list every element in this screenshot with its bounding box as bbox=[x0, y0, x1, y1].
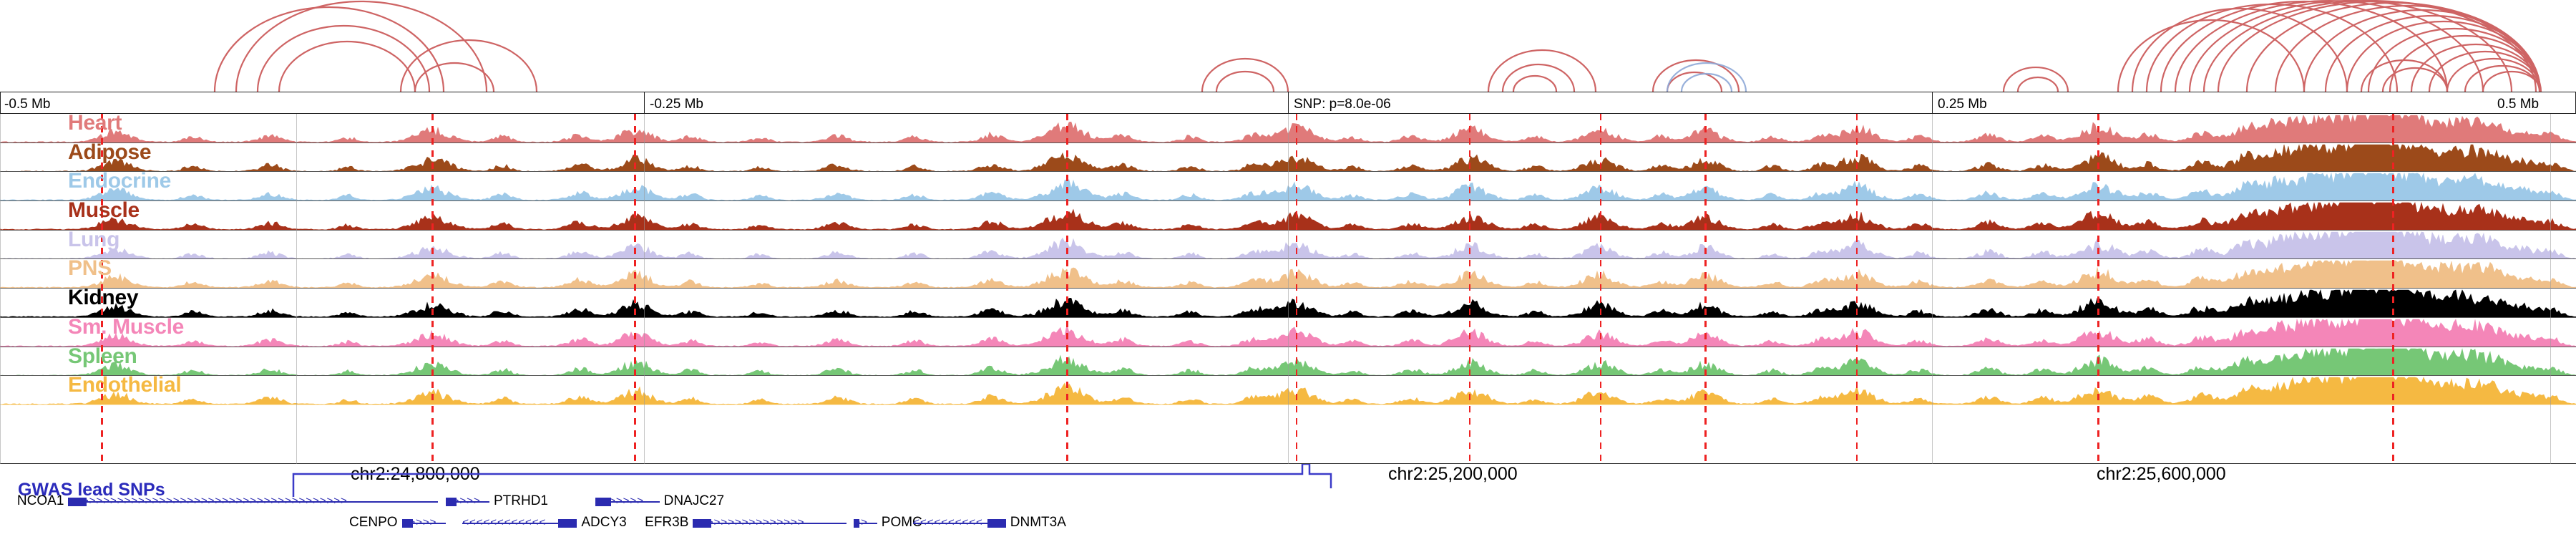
track-label: Muscle bbox=[68, 201, 140, 223]
gene-body bbox=[445, 501, 489, 503]
ruler-label-0: -0.5 Mb bbox=[4, 97, 51, 112]
track-label: PNS bbox=[68, 259, 112, 281]
signal-track-lung: Lung bbox=[0, 231, 2576, 260]
gwas-lead-snps-label: GWAS lead SNPs bbox=[18, 480, 165, 500]
track-label: Lung bbox=[68, 230, 120, 251]
gene-adcy3[interactable]: <<<<<<<<<<<< ADCY3 bbox=[462, 515, 627, 530]
gene-label: PTRHD1 bbox=[493, 493, 548, 508]
signal-track-panel: -0.5 Mb -0.25 Mb SNP: p=8.0e-06 0.25 Mb … bbox=[0, 92, 2576, 464]
gene-exon-block bbox=[401, 519, 413, 528]
gene-strand-arrows: >>>>>>>>>>>>>>>> bbox=[693, 516, 805, 528]
track-signal bbox=[0, 376, 2576, 405]
ruler-label-4: 0.5 Mb bbox=[2497, 97, 2540, 112]
track-label: Sm. Muscle bbox=[68, 317, 185, 339]
gene-exon-block bbox=[595, 498, 612, 506]
track-signal bbox=[0, 201, 2576, 230]
track-signal bbox=[0, 231, 2576, 259]
signal-track-spleen: Spleen bbox=[0, 347, 2576, 377]
gene-body bbox=[595, 501, 660, 503]
track-signal bbox=[0, 259, 2576, 289]
gene-pomc[interactable]: >> POMC bbox=[854, 515, 922, 530]
gene-exon-block bbox=[987, 519, 1006, 528]
gene-exon-block bbox=[854, 519, 860, 528]
gene-label: EFR3B bbox=[645, 515, 689, 530]
track-signal bbox=[0, 114, 2576, 142]
track-label: Adipose bbox=[68, 142, 152, 164]
gene-label: CENPO bbox=[349, 515, 398, 530]
signal-track-endothelial: Endothelial bbox=[0, 376, 2576, 405]
signal-track-muscle: Muscle bbox=[0, 201, 2576, 231]
gene-body bbox=[854, 523, 877, 524]
gene-label: DNAJC27 bbox=[663, 493, 725, 508]
ruler-label-2: SNP: p=8.0e-06 bbox=[1294, 97, 1391, 112]
arcs-svg bbox=[213, 0, 2542, 92]
track-label: Spleen bbox=[68, 347, 137, 368]
gene-dnmt3a[interactable]: <<<<<<<<<< DNMT3A bbox=[913, 515, 1066, 530]
gwas-connector bbox=[292, 464, 1332, 497]
coord-label-1: chr2:25,200,000 bbox=[1388, 464, 1518, 484]
gene-body bbox=[693, 523, 847, 524]
gene-strand-arrows: <<<<<<<<<<<< bbox=[462, 516, 547, 528]
ruler-label-1: -0.25 Mb bbox=[650, 97, 703, 112]
track-label: Endocrine bbox=[68, 172, 171, 193]
track-signal bbox=[0, 289, 2576, 317]
track-label: Kidney bbox=[68, 289, 139, 310]
gene-label: ADCY3 bbox=[581, 515, 627, 530]
gene-label: DNMT3A bbox=[1010, 515, 1066, 530]
coord-label-2: chr2:25,600,000 bbox=[2097, 464, 2226, 484]
gene-annotation-area: chr2:24,800,000 chr2:25,200,000 chr2:25,… bbox=[0, 464, 2576, 537]
gene-label: POMC bbox=[881, 515, 922, 530]
signal-track-endocrine: Endocrine bbox=[0, 172, 2576, 202]
tracks-container: Heart Adipose Endocrine Muscle Lung PNS Kidney… bbox=[0, 114, 2576, 464]
gene-body bbox=[462, 523, 577, 524]
gene-cenpo[interactable]: >>>>> CENPO bbox=[349, 515, 446, 530]
gene-label: NCOA1 bbox=[16, 493, 64, 508]
gene-exon-block bbox=[445, 498, 457, 506]
signal-track-adipose: Adipose bbox=[0, 143, 2576, 173]
chromatin-interaction-arcs bbox=[0, 0, 2576, 92]
gene-strand-arrows: >>>>>>>>>>>>>>>>>>>>>>>>>>>>>>>>>>>>>>>> bbox=[68, 495, 348, 507]
gene-ptrhd1[interactable]: >>>>> PTRHD1 bbox=[445, 493, 548, 508]
gene-strand-arrows: <<<<<<<<<< bbox=[913, 516, 983, 528]
gene-exon-block bbox=[558, 519, 577, 528]
gene-dnajc27[interactable]: >>>>>>> DNAJC27 bbox=[595, 493, 724, 508]
gene-body bbox=[913, 523, 1006, 524]
track-label: Heart bbox=[68, 114, 122, 135]
relative-position-ruler: -0.5 Mb -0.25 Mb SNP: p=8.0e-06 0.25 Mb … bbox=[0, 92, 2576, 114]
signal-track-pns: PNS bbox=[0, 259, 2576, 289]
track-signal bbox=[0, 318, 2576, 347]
track-signal bbox=[0, 172, 2576, 201]
gene-body bbox=[401, 523, 446, 524]
gene-exon-block bbox=[693, 519, 712, 528]
ruler-label-3: 0.25 Mb bbox=[1938, 97, 1987, 112]
gene-ncoa1[interactable]: >>>>>>>>>>>>>>>>>>>>>>>>>>>>>>>>>>>>>>>>… bbox=[17, 493, 438, 508]
gene-body bbox=[68, 501, 438, 503]
track-signal bbox=[0, 347, 2576, 376]
track-label: Endothelial bbox=[68, 376, 182, 397]
gene-exon-block bbox=[68, 498, 87, 506]
gene-efr3b[interactable]: >>>>>>>>>>>>>>>> EFR3B bbox=[645, 515, 847, 530]
signal-track-heart: Heart bbox=[0, 114, 2576, 143]
signal-track-kidney: Kidney bbox=[0, 289, 2576, 318]
signal-track-sm-muscle: Sm. Muscle bbox=[0, 318, 2576, 347]
track-signal bbox=[0, 143, 2576, 172]
